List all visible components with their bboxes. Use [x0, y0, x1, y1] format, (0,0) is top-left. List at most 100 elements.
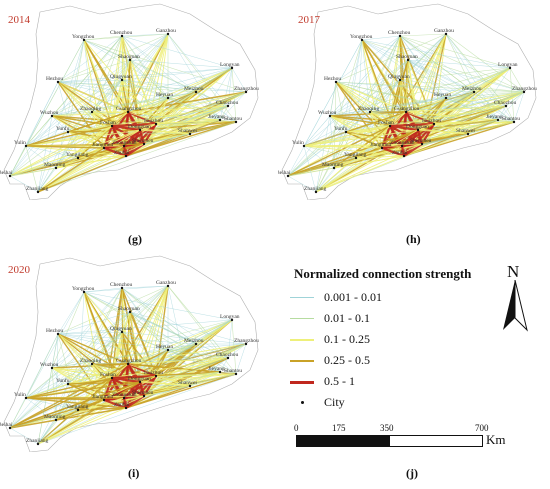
connection-line — [103, 146, 127, 158]
connection-line — [155, 123, 191, 135]
city-dot — [82, 290, 86, 294]
connection-line — [505, 105, 515, 123]
city-label: Qingyuan — [110, 326, 132, 332]
city-dot — [138, 380, 142, 384]
connection-line — [9, 157, 79, 177]
connection-line — [57, 79, 123, 83]
city-dot — [90, 362, 94, 366]
city-label: Yunfu — [56, 125, 70, 132]
city-label: Shanwei — [456, 128, 475, 134]
city-dot — [522, 90, 526, 94]
city-dot — [56, 80, 60, 84]
connection-line — [407, 59, 507, 107]
map-panel-2014: Ganzhou Chenzhou Yongzhou Longyan Shaoguan Qi… — [0, 0, 260, 200]
city-dot — [124, 154, 128, 158]
city-dot — [110, 376, 114, 380]
north-arrow: N — [499, 262, 535, 332]
city-dot — [512, 120, 516, 124]
connection-line — [25, 67, 233, 147]
city-dot — [332, 166, 336, 170]
city-dot — [120, 286, 124, 290]
legend-item-5: 0.5 - 1 — [286, 372, 486, 392]
connection-line — [9, 111, 129, 177]
city-label: Heyuan — [434, 92, 451, 98]
connection-line — [445, 97, 499, 121]
connection-line — [329, 97, 447, 117]
province-outline — [3, 255, 259, 452]
connection-line — [121, 79, 197, 93]
connection-line — [333, 147, 383, 169]
city-label: Yangjiang — [66, 152, 89, 158]
scale-tick: 0 — [294, 423, 299, 433]
city-dot — [466, 132, 470, 136]
city-label: Wuzhou — [40, 110, 59, 116]
city-dot — [120, 78, 124, 82]
connection-line — [315, 81, 337, 193]
legend-swatch — [290, 318, 314, 319]
city-dot — [126, 362, 130, 366]
connection-line — [9, 131, 69, 177]
city-dot — [368, 110, 372, 114]
connection-line — [303, 145, 317, 193]
connection-line — [9, 409, 79, 429]
connection-line — [219, 105, 229, 121]
legend-item-3: 0.1 - 0.25 — [286, 330, 486, 350]
connection-map-2014: Ganzhou Chenzhou Yongzhou Longyan Shaoguan Qi… — [0, 3, 259, 200]
city-label: Zhuhai — [392, 150, 408, 156]
connection-line — [37, 167, 57, 193]
connection-line — [389, 124, 419, 132]
connection-line — [37, 145, 125, 193]
city-dot — [398, 34, 402, 38]
city-label: Foshan — [378, 120, 394, 126]
connection-line — [315, 79, 401, 193]
connection-line — [111, 122, 157, 128]
connection-line — [37, 147, 105, 193]
city-label: Yunfu — [334, 125, 348, 132]
city-label: Jieyang — [486, 114, 503, 120]
city-dot — [328, 114, 332, 118]
city-label: Longyan — [220, 62, 240, 68]
connection-line — [111, 124, 141, 132]
connection-line — [497, 105, 507, 121]
city-dot — [8, 426, 12, 430]
city-dot-icon — [301, 401, 304, 404]
connection-line — [315, 145, 403, 193]
connection-line — [287, 147, 383, 177]
connection-line — [167, 349, 229, 359]
city-label: Huizhou — [144, 370, 163, 376]
city-dot — [314, 190, 318, 194]
connection-line — [57, 59, 131, 83]
city-label: Zhanjiang — [26, 438, 49, 444]
connection-line — [122, 145, 128, 157]
city-label: Chenzhou — [388, 30, 411, 36]
connection-line — [416, 129, 424, 145]
city-dot — [138, 128, 142, 132]
connection-line — [303, 131, 347, 147]
city-label: Yangjiang — [344, 152, 367, 158]
city-label: Shanwei — [178, 380, 197, 386]
panel-year: 2020 — [8, 264, 30, 276]
city-dot — [54, 418, 58, 422]
city-label: Zhangzhou — [234, 86, 259, 92]
city-label: Ganzhou — [434, 28, 454, 34]
connection-line — [361, 35, 401, 41]
connection-line — [445, 91, 525, 99]
legend-item-4: 0.25 - 0.5 — [286, 351, 486, 371]
connection-line — [287, 131, 347, 177]
connection-line — [77, 155, 127, 159]
city-label: Jiangmen — [370, 142, 391, 148]
connection-line — [37, 407, 127, 445]
city-dot — [166, 348, 170, 352]
connection-line — [445, 97, 507, 107]
city-dot — [122, 396, 126, 400]
city-dot — [24, 396, 28, 400]
connection-line — [83, 291, 233, 321]
connection-line — [303, 145, 335, 169]
connection-line — [37, 381, 141, 445]
connection-line — [335, 81, 475, 93]
city-dot — [90, 110, 94, 114]
city-dot — [8, 174, 12, 178]
connection-line — [125, 105, 229, 157]
city-label: Jieyang — [208, 366, 225, 372]
connection-line — [9, 363, 93, 429]
